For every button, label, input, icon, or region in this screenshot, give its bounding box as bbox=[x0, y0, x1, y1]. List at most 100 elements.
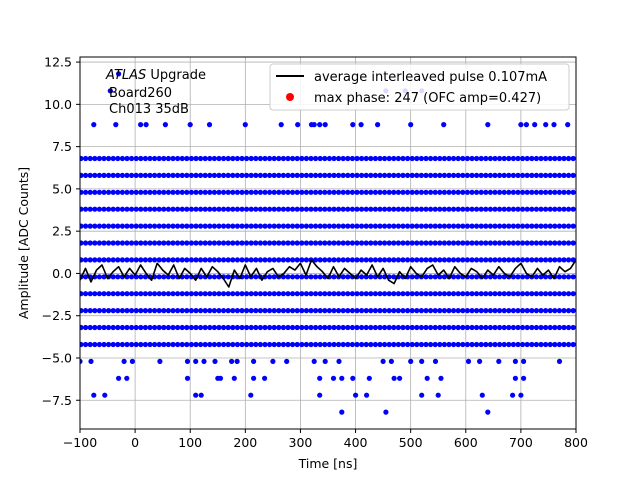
scatter-point bbox=[248, 189, 254, 195]
scatter-point bbox=[359, 341, 365, 348]
scatter-point bbox=[276, 341, 282, 348]
scatter-point bbox=[308, 155, 314, 162]
scatter-point bbox=[543, 172, 549, 178]
scatter-point bbox=[211, 206, 217, 212]
scatter-point bbox=[290, 172, 296, 178]
scatter-point bbox=[221, 206, 227, 212]
scatter-point bbox=[497, 291, 503, 297]
scatter-point bbox=[106, 341, 112, 348]
scatter-point bbox=[198, 392, 204, 398]
scatter-point bbox=[455, 308, 461, 314]
scatter-point bbox=[253, 223, 259, 229]
scatter-point bbox=[345, 240, 351, 246]
scatter-point bbox=[469, 291, 475, 297]
scatter-point bbox=[529, 155, 535, 162]
scatter-point bbox=[395, 291, 401, 297]
scatter-point bbox=[435, 392, 441, 398]
scatter-point bbox=[239, 324, 245, 331]
scatter-point bbox=[262, 189, 268, 195]
scatter-point bbox=[556, 274, 563, 280]
scatter-point bbox=[179, 206, 185, 212]
scatter-point bbox=[207, 240, 213, 246]
scatter-point bbox=[382, 257, 388, 263]
scatter-point bbox=[193, 206, 199, 212]
x-axis-label: Time [ns] bbox=[298, 456, 358, 471]
scatter-point bbox=[294, 206, 300, 212]
scatter-point bbox=[188, 291, 194, 297]
scatter-point bbox=[253, 257, 259, 263]
scatter-point bbox=[313, 172, 319, 178]
scatter-point bbox=[303, 172, 309, 178]
scatter-point bbox=[225, 308, 231, 314]
scatter-point bbox=[326, 223, 332, 229]
scatter-point bbox=[207, 172, 213, 178]
scatter-point bbox=[515, 172, 521, 178]
scatter-point bbox=[308, 206, 314, 212]
scatter-point bbox=[80, 240, 84, 246]
scatter-point bbox=[119, 324, 125, 331]
scatter-point bbox=[170, 240, 176, 246]
scatter-point bbox=[87, 240, 93, 246]
scatter-point bbox=[547, 324, 553, 331]
scatter-point bbox=[492, 324, 498, 331]
scatter-point bbox=[87, 308, 93, 314]
scatter-point bbox=[308, 324, 314, 331]
scatter-point bbox=[354, 240, 360, 246]
scatter-point bbox=[119, 291, 125, 297]
scatter-point bbox=[188, 172, 194, 178]
scatter-point bbox=[317, 375, 323, 381]
scatter-point bbox=[311, 122, 317, 128]
scatter-point bbox=[487, 223, 493, 229]
scatter-point bbox=[313, 206, 319, 212]
scatter-point bbox=[322, 122, 328, 128]
scatter-point bbox=[170, 324, 176, 331]
scatter-point bbox=[170, 206, 176, 212]
scatter-point bbox=[110, 155, 116, 162]
scatter-point bbox=[409, 291, 415, 297]
scatter-point bbox=[363, 189, 369, 195]
scatter-point bbox=[441, 223, 447, 229]
scatter-point bbox=[198, 291, 204, 297]
scatter-point bbox=[349, 206, 355, 212]
scatter-point bbox=[386, 341, 392, 348]
scatter-point bbox=[294, 172, 300, 178]
scatter-point bbox=[501, 341, 507, 348]
scatter-point bbox=[538, 155, 544, 162]
scatter-point bbox=[175, 172, 181, 178]
scatter-point bbox=[418, 240, 424, 246]
legend-entry-1: average interleaved pulse 0.107mA bbox=[314, 70, 547, 85]
scatter-point bbox=[543, 240, 549, 246]
scatter-point bbox=[248, 308, 254, 314]
scatter-point bbox=[216, 257, 222, 263]
scatter-point bbox=[405, 240, 411, 246]
scatter-point bbox=[405, 172, 411, 178]
scatter-point bbox=[423, 155, 429, 162]
scatter-point bbox=[349, 324, 355, 331]
scatter-point bbox=[441, 274, 447, 280]
scatter-point bbox=[469, 172, 475, 178]
x-tick-label: 400 bbox=[344, 435, 368, 450]
scatter-point bbox=[198, 240, 204, 246]
scatter-point bbox=[487, 257, 493, 263]
scatter-point bbox=[487, 291, 493, 297]
scatter-point bbox=[299, 341, 305, 348]
scatter-point bbox=[257, 324, 263, 331]
scatter-point bbox=[492, 223, 498, 229]
scatter-point bbox=[497, 223, 503, 229]
scatter-point bbox=[428, 223, 434, 229]
scatter-point bbox=[175, 155, 181, 162]
scatter-point bbox=[497, 206, 503, 212]
scatter-point bbox=[354, 189, 360, 195]
scatter-point bbox=[510, 240, 516, 246]
scatter-point bbox=[207, 274, 213, 280]
scatter-point bbox=[119, 341, 125, 348]
scatter-point bbox=[161, 223, 167, 229]
scatter-point bbox=[386, 223, 392, 229]
scatter-point bbox=[119, 155, 125, 162]
scatter-point bbox=[409, 324, 415, 331]
scatter-point bbox=[157, 358, 163, 364]
scatter-point bbox=[124, 324, 130, 331]
scatter-point bbox=[474, 155, 480, 162]
scatter-point bbox=[253, 274, 259, 280]
